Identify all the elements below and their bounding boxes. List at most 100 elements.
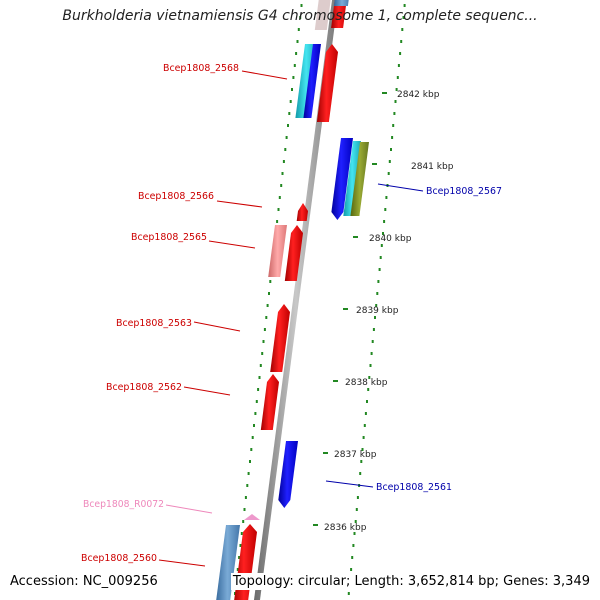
- guide-dot: [385, 196, 388, 199]
- guide-dot: [399, 52, 402, 55]
- guide-dot: [289, 100, 292, 103]
- guide-dot: [284, 148, 287, 151]
- gene-feature-cds[interactable]: [268, 225, 287, 277]
- guide-dot: [393, 112, 396, 115]
- kbp-scale: 2842 kbp 2841 kbp 2840 kbp 2839 kbp 2838…: [313, 90, 454, 533]
- tick-mark: [372, 163, 377, 165]
- guide-dot: [347, 592, 350, 595]
- guide-dot: [255, 400, 258, 403]
- guide-dot: [370, 352, 373, 355]
- guide-dot: [299, 16, 302, 19]
- label-leader-line: [325, 480, 374, 488]
- gene-feature-cds[interactable]: [270, 304, 290, 372]
- guide-dot: [396, 76, 399, 79]
- guide-dot: [400, 40, 403, 43]
- gene-feature-cds[interactable]: [331, 0, 348, 28]
- guide-dot: [268, 292, 270, 295]
- tick-mark: [333, 380, 338, 382]
- gene-feature-cds[interactable]: [278, 441, 298, 508]
- tick-mark: [353, 236, 358, 238]
- guide-dot: [374, 316, 376, 319]
- guide-dot: [295, 52, 298, 55]
- guide-dot: [383, 220, 386, 223]
- guide-dot: [394, 100, 397, 103]
- gene-label-bcep1808-2561[interactable]: Bcep1808_2561: [376, 482, 452, 493]
- tick-mark: [343, 308, 348, 310]
- guide-dot: [355, 508, 358, 511]
- kbp-tick-label: 2839 kbp: [356, 306, 399, 316]
- guide-dot: [247, 472, 250, 475]
- guide-dot: [390, 148, 392, 151]
- gene-label-bcep1808-2562[interactable]: Bcep1808_2562: [106, 382, 182, 393]
- gene-feature-cds[interactable]: [303, 44, 321, 118]
- guide-dot: [292, 76, 295, 79]
- gene-feature-cds[interactable]: [333, 0, 350, 6]
- guide-dot: [293, 64, 296, 67]
- guide-dot: [382, 232, 384, 235]
- guide-dot: [402, 16, 405, 19]
- gene-label-bcep1808-2565[interactable]: Bcep1808_2565: [131, 232, 207, 243]
- guide-dot: [254, 412, 257, 415]
- gene-feature-cds[interactable]: [314, 0, 332, 30]
- guide-dot: [391, 136, 394, 139]
- guide-dot: [368, 376, 371, 379]
- gene-label-bcep1808-r0072[interactable]: Bcep1808_R0072: [83, 499, 164, 510]
- guide-dot: [257, 388, 260, 391]
- leader-lines: [158, 70, 424, 567]
- gene-feature-cds[interactable]: [350, 142, 369, 216]
- guide-dot: [380, 244, 383, 247]
- guide-dot: [371, 340, 374, 343]
- guide-dot: [354, 520, 357, 523]
- gene-feature-cds[interactable]: [331, 138, 353, 220]
- guide-dot: [352, 544, 355, 547]
- guide-dot: [375, 304, 378, 307]
- guide-dot: [395, 88, 398, 91]
- gene-feature-cds[interactable]: [215, 525, 240, 600]
- guide-dot: [359, 472, 362, 475]
- kbp-tick-label: 2841 kbp: [411, 162, 454, 172]
- gene-label-bcep1808-2560[interactable]: Bcep1808_2560: [81, 553, 157, 564]
- guide-dot: [291, 88, 293, 91]
- guide-dot: [362, 436, 365, 439]
- gene-feature-cds[interactable]: [343, 141, 361, 216]
- guide-dot: [234, 592, 236, 595]
- gene-label-bcep1808-2568[interactable]: Bcep1808_2568: [163, 63, 239, 74]
- guide-dot: [353, 532, 356, 535]
- guide-dot: [387, 172, 390, 175]
- guide-dot: [276, 220, 279, 223]
- guide-dot: [287, 124, 289, 127]
- guide-dot: [363, 424, 366, 427]
- label-leader-line: [208, 240, 256, 249]
- guide-dot: [246, 484, 249, 487]
- guide-dot: [376, 292, 379, 295]
- guide-dot: [242, 520, 245, 523]
- gene-label-bcep1808-2566[interactable]: Bcep1808_2566: [138, 191, 214, 202]
- guide-dot: [250, 448, 253, 451]
- tick-mark: [313, 524, 318, 526]
- guide-dot: [243, 508, 246, 511]
- gene-label-bcep1808-2567[interactable]: Bcep1808_2567: [426, 186, 502, 197]
- genome-backbone: [254, 0, 338, 600]
- gene-feature-cds[interactable]: [260, 374, 279, 430]
- guide-dot: [372, 328, 375, 331]
- label-leader-line: [158, 559, 206, 567]
- guide-dot: [388, 160, 391, 163]
- gene-labels: Bcep1808_2568 Bcep1808_2566 Bcep1808_256…: [81, 63, 502, 564]
- label-leader-line: [216, 200, 263, 208]
- dotted-guide-lines: [234, 4, 406, 595]
- guide-dot: [379, 256, 382, 259]
- guide-dot: [300, 4, 303, 7]
- guide-dot: [366, 400, 368, 403]
- guide-dot: [239, 544, 242, 547]
- label-leader-line: [193, 321, 241, 332]
- guide-dot: [251, 436, 254, 439]
- gene-feature-cds[interactable]: [284, 225, 303, 281]
- gene-label-bcep1808-2563[interactable]: Bcep1808_2563: [116, 318, 192, 329]
- gene-feature-cds[interactable]: [296, 203, 308, 221]
- gene-feature-cds[interactable]: [316, 44, 338, 122]
- guide-dot: [350, 568, 353, 571]
- label-leader-line: [241, 70, 288, 80]
- guide-dot: [297, 28, 300, 31]
- gene-feature-rrna[interactable]: [244, 514, 260, 520]
